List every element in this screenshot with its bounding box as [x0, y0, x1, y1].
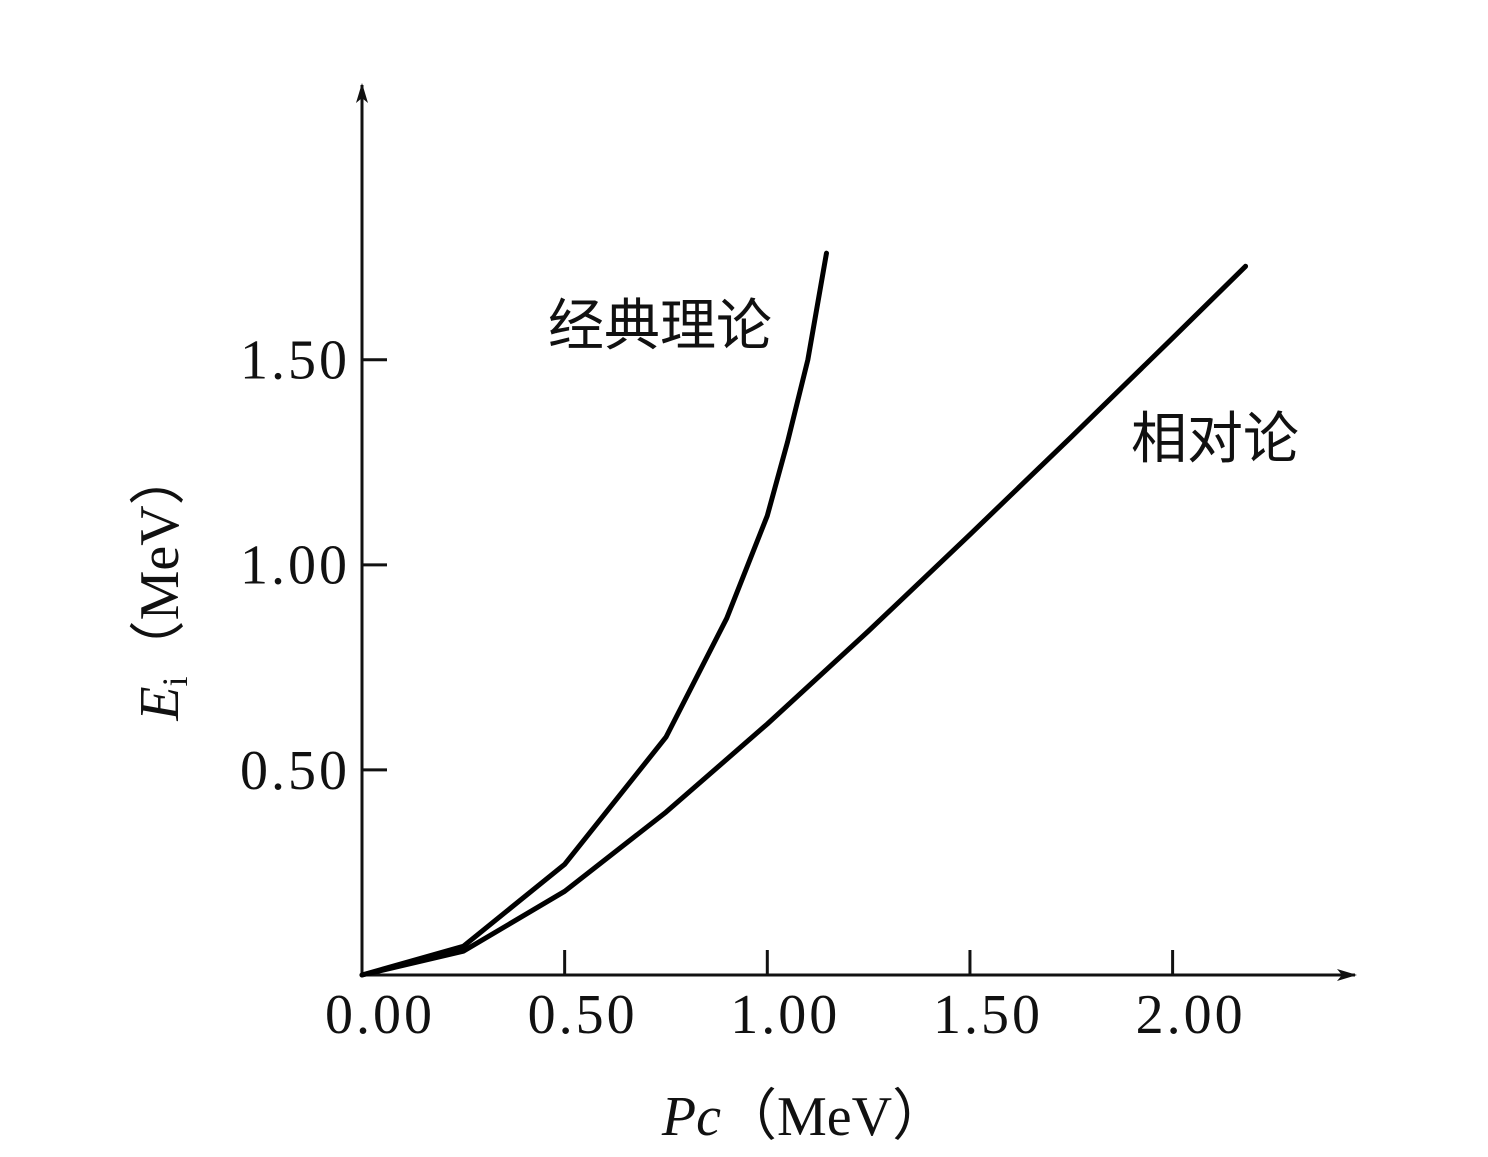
- y-tick-label: 1.50: [240, 330, 350, 392]
- x-label-unit: （MeV）: [721, 1086, 948, 1148]
- y-tick-label: 0.50: [240, 740, 350, 802]
- series-label: 相对论: [1131, 409, 1299, 471]
- series-line: [359, 263, 1249, 978]
- x-axis-label: Pc（MeV）: [661, 1086, 948, 1148]
- x-label-symbol: Pc: [661, 1086, 721, 1148]
- y-tick-label: 1.00: [240, 535, 350, 597]
- y-label-unit: （MeV）: [129, 449, 191, 676]
- x-tick-label: 0.00: [325, 984, 435, 1046]
- x-tick-label: 2.00: [1136, 984, 1246, 1046]
- y-label-symbol: E: [129, 686, 191, 721]
- x-tick-label: 1.50: [933, 984, 1043, 1046]
- y-axis-label: Ei（MeV）: [129, 449, 195, 721]
- x-tick-label: 0.50: [528, 984, 638, 1046]
- y-label-subscript: i: [155, 676, 195, 686]
- x-tick-label: 1.00: [730, 984, 840, 1046]
- series-label: 经典理论: [548, 296, 772, 358]
- series-line: [359, 250, 829, 978]
